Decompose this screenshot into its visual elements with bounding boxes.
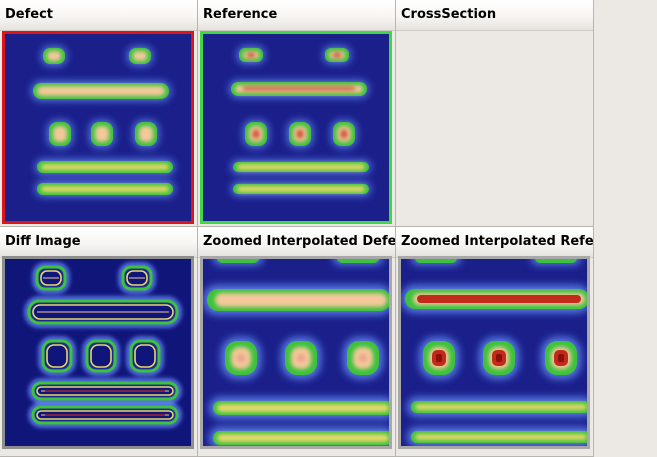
defect-panel: Defect xyxy=(0,0,198,227)
diff-image xyxy=(5,259,191,446)
diff-image-viewport[interactable] xyxy=(2,256,194,449)
zoomed-defect-viewport[interactable] xyxy=(200,256,392,449)
zoomed-reference-panel: Zoomed Interpolated Reference xyxy=(396,227,594,457)
diff-image-panel-title: Diff Image xyxy=(0,227,197,258)
zoomed-reference-panel-title: Zoomed Interpolated Reference xyxy=(396,227,593,258)
defect-image xyxy=(5,34,191,221)
cross-section-panel: CrossSection xyxy=(396,0,594,227)
zoomed-reference-image xyxy=(401,259,587,446)
reference-panel: Reference xyxy=(198,0,396,227)
reference-image-viewport[interactable] xyxy=(200,31,392,224)
defect-panel-title: Defect xyxy=(0,0,197,31)
zoomed-defect-panel: Zoomed Interpolated Defect xyxy=(198,227,396,457)
zoomed-defect-image xyxy=(203,259,389,446)
diff-image-panel: Diff Image xyxy=(0,227,198,457)
zoomed-defect-panel-title: Zoomed Interpolated Defect xyxy=(198,227,395,258)
reference-panel-title: Reference xyxy=(198,0,395,31)
defect-image-viewport[interactable] xyxy=(2,31,194,224)
zoomed-reference-viewport[interactable] xyxy=(398,256,590,449)
cross-section-area[interactable] xyxy=(396,31,593,226)
reference-image xyxy=(203,34,389,221)
cross-section-panel-title: CrossSection xyxy=(396,0,593,31)
right-empty-area xyxy=(594,0,657,457)
